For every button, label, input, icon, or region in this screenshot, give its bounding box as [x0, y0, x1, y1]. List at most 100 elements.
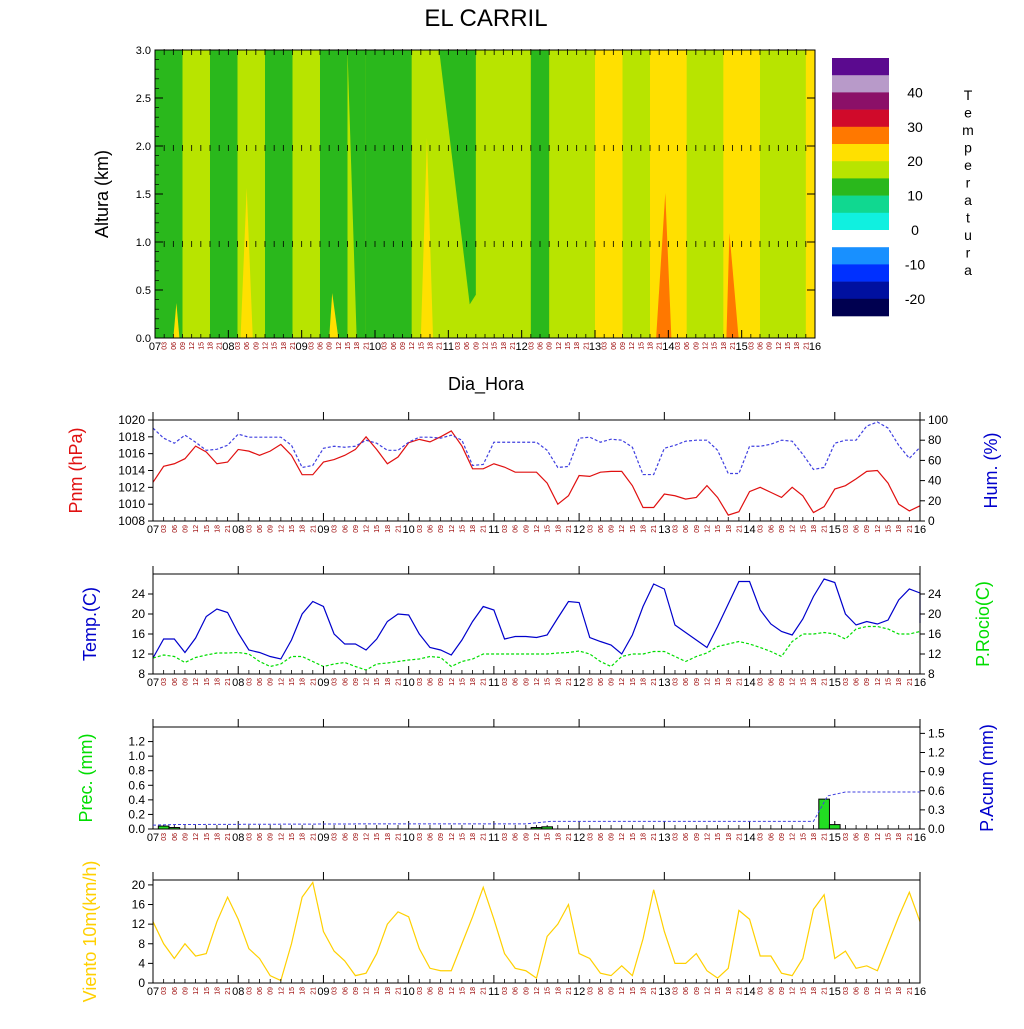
pressure-humidity-x-hour-label: 18 [470, 525, 477, 533]
precipitation-x-hour-label: 12 [790, 833, 797, 841]
colorbar-label: 20 [907, 153, 923, 169]
precipitation-x-day-label: 11 [488, 832, 499, 844]
precipitation-x-hour-label: 15 [289, 833, 296, 841]
colorbar-title-letter: e [964, 105, 972, 121]
pressure-humidity-x-hour-label: 06 [768, 525, 775, 533]
colorbar-title-letter: a [964, 262, 972, 278]
colorbar-swatch [832, 58, 889, 76]
colorbar-swatch [832, 247, 889, 265]
pressure-humidity-x-hour-label: 15 [715, 525, 722, 533]
wind-x-hour-label: 15 [800, 987, 807, 995]
wind-series-line-left [152, 881, 921, 982]
temp-dewpoint-x-hour-label: 15 [545, 678, 552, 686]
precipitation-x-hour-label: 21 [310, 833, 317, 841]
wind-x-hour-label: 15 [374, 987, 381, 995]
colorbar-title-letter: m [962, 122, 974, 138]
wind-x-hour-label: 12 [449, 987, 456, 995]
wind-x-hour-label: 06 [768, 987, 775, 995]
pressure-humidity-x-hour-label: 03 [161, 525, 168, 533]
pressure-humidity-right-tick-label: 80 [928, 433, 942, 447]
pressure-humidity-x-hour-label: 21 [225, 525, 232, 533]
section-x-hour-label: 15 [272, 342, 279, 350]
precipitation-x-hour-label: 06 [257, 833, 264, 841]
pressure-humidity-x-hour-label: 09 [523, 525, 530, 533]
section-x-day-label: 13 [589, 341, 601, 353]
pressure-humidity-x-day-label: 07 [147, 524, 159, 536]
pressure-humidity-x-day-label: 16 [914, 524, 926, 536]
wind-left-tick-label: 8 [138, 937, 145, 951]
wind-x-hour-label: 09 [353, 987, 360, 995]
temp-dewpoint-left-tick-label: 12 [132, 647, 146, 661]
precipitation-bar [157, 825, 170, 830]
temp-dewpoint-x-day-label: 11 [488, 677, 499, 689]
wind-x-hour-label: 21 [822, 987, 829, 995]
precipitation-x-hour-label: 18 [726, 833, 733, 841]
wind-x-hour-label: 15 [630, 987, 637, 995]
precipitation-x-hour-label: 03 [417, 833, 424, 841]
pressure-humidity-x-hour-label: 06 [427, 525, 434, 533]
x-axis-label: Dia_Hora [448, 374, 525, 395]
temp-dewpoint-x-hour-label: 03 [161, 678, 168, 686]
wind-x-day-label: 13 [658, 986, 670, 998]
temp-dewpoint-x-hour-label: 18 [555, 678, 562, 686]
precipitation-x-hour-label: 09 [182, 833, 189, 841]
pressure-humidity-x-hour-label: 18 [726, 525, 733, 533]
colorbar-label: -10 [905, 256, 925, 272]
pressure-humidity-left-axis-label: Pnm (hPa) [66, 427, 86, 513]
temp-dewpoint-x-hour-label: 09 [864, 678, 871, 686]
pressure-humidity-left-tick-label: 1010 [118, 497, 145, 511]
precipitation-x-day-label: 15 [829, 832, 841, 844]
precipitation-x-hour-label: 18 [214, 833, 221, 841]
temp-dewpoint-x-hour-label: 21 [651, 678, 658, 686]
section-x-hour-label: 12 [263, 342, 270, 350]
temp-dewpoint-x-hour-label: 21 [225, 678, 232, 686]
colorbar-swatch [832, 281, 889, 300]
pressure-humidity-x-hour-label: 21 [736, 525, 743, 533]
pressure-humidity-x-hour-label: 09 [864, 525, 871, 533]
temp-dewpoint-left-tick-label: 24 [132, 587, 146, 601]
pressure-humidity-x-hour-label: 03 [672, 525, 679, 533]
pressure-humidity-plot: 1008101010121014101610181020020406080100… [66, 412, 1001, 536]
section-x-hour-label: 03 [748, 342, 755, 350]
temp-dewpoint-x-hour-label: 09 [694, 678, 701, 686]
section-x-day-label: 12 [516, 341, 528, 353]
temp-dewpoint-x-hour-label: 06 [683, 678, 690, 686]
temp-dewpoint-x-hour-label: 12 [704, 678, 711, 686]
section-x-hour-label: 03 [675, 342, 682, 350]
precipitation-x-day-label: 13 [658, 832, 670, 844]
pressure-humidity-x-hour-label: 18 [555, 525, 562, 533]
pressure-humidity-x-hour-label: 06 [342, 525, 349, 533]
wind-left-tick-label: 12 [132, 917, 146, 931]
temp-dewpoint-x-day-label: 07 [147, 677, 159, 689]
pressure-humidity-right-tick-label: 40 [928, 474, 942, 488]
temp-dewpoint-x-day-label: 13 [658, 677, 670, 689]
colorbar-title-letter: t [966, 210, 970, 226]
colorbar-label: 30 [907, 119, 923, 135]
wind-x-day-label: 09 [317, 986, 329, 998]
precipitation-x-hour-label: 03 [587, 833, 594, 841]
precipitation-right-tick-label: 0.0 [928, 822, 945, 836]
pressure-humidity-x-hour-label: 12 [619, 525, 626, 533]
precipitation-right-axis-label: P.Acum (mm) [977, 724, 997, 832]
wind-x-day-label: 07 [147, 986, 159, 998]
wind-x-day-label: 14 [743, 986, 755, 998]
temperature-band [329, 293, 339, 338]
pressure-humidity-x-hour-label: 06 [683, 525, 690, 533]
pressure-humidity-x-hour-label: 09 [609, 525, 616, 533]
precipitation-bar [818, 798, 830, 830]
pressure-humidity-x-hour-label: 12 [364, 525, 371, 533]
section-x-hour-label: 12 [409, 342, 416, 350]
precipitation-right-tick-label: 1.5 [928, 726, 945, 740]
precipitation-x-hour-label: 09 [864, 833, 871, 841]
wind-x-day-label: 11 [488, 986, 499, 998]
pressure-humidity-left-tick-label: 1018 [118, 430, 145, 444]
precipitation-x-hour-label: 15 [886, 833, 893, 841]
section-x-hour-label: 15 [492, 342, 499, 350]
temp-dewpoint-right-tick-label: 12 [928, 647, 942, 661]
section-x-hour-label: 18 [501, 342, 508, 350]
wind-x-day-label: 16 [914, 986, 926, 998]
pressure-humidity-x-hour-label: 06 [598, 525, 605, 533]
precipitation-plot: 0.00.20.40.60.81.01.20.00.30.60.91.21.50… [76, 719, 997, 844]
pressure-humidity-right-tick-label: 60 [928, 453, 942, 467]
